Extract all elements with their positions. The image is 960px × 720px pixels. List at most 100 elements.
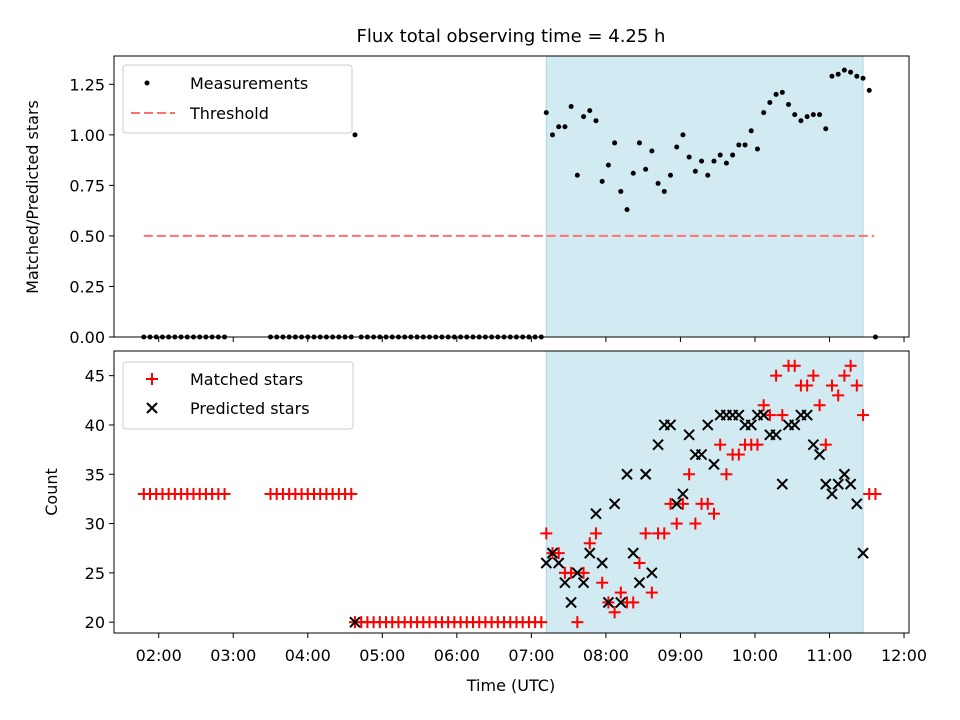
matched-star-point xyxy=(776,409,789,422)
predicted-star-point xyxy=(857,547,869,559)
top-x-ticks xyxy=(158,337,905,342)
measurement-point xyxy=(680,132,686,138)
predicted-star-point xyxy=(584,547,596,559)
measurement-point xyxy=(773,91,779,97)
y-tick-label: 30 xyxy=(85,515,105,534)
predicted-star-point xyxy=(801,409,813,421)
matched-star-point xyxy=(844,359,857,372)
x-tick-label: 04:00 xyxy=(285,646,331,665)
matched-star-point xyxy=(583,537,596,550)
legend-measurements-marker xyxy=(144,80,150,86)
top-legend: Measurements Threshold xyxy=(122,64,353,134)
matched-star-point xyxy=(627,596,640,609)
matched-star-point xyxy=(788,359,801,372)
matched-star-point xyxy=(757,399,770,412)
predicted-star-point xyxy=(602,596,615,609)
matched-star-point xyxy=(565,566,578,579)
top-axes-frame xyxy=(113,55,910,338)
matched-star-point xyxy=(701,497,714,510)
measurement-point xyxy=(854,73,860,79)
matched-star-point xyxy=(552,547,565,560)
top-panel: 0.00 0.25 0.50 0.75 1.00 1.25 Matched/Predict… xyxy=(23,55,910,347)
predicted-star-point xyxy=(708,458,720,471)
observing-span-shade-top xyxy=(545,55,864,338)
top-legend-box xyxy=(122,64,353,134)
measurement-point xyxy=(686,154,692,160)
matched-star-point xyxy=(869,487,882,500)
matched-star-point xyxy=(664,497,677,510)
legend-threshold-label: Threshold xyxy=(189,104,269,123)
top-y-axis-label: Matched/Predicted stars xyxy=(23,100,42,294)
matched-star-point xyxy=(813,399,826,412)
predicted-star-point xyxy=(851,498,863,510)
y-tick-label: 1.00 xyxy=(69,126,105,145)
legend-measurements-label: Measurements xyxy=(190,74,308,93)
matched-star-point xyxy=(825,379,838,392)
measurement-point xyxy=(804,114,810,120)
observing-span-shade-bottom xyxy=(545,350,864,634)
predicted-star-point xyxy=(820,478,832,490)
measurement-point xyxy=(661,188,667,194)
measurement-point xyxy=(823,126,829,132)
measurement-point xyxy=(767,99,773,105)
matched-star-point xyxy=(614,586,627,599)
x-tick-label: 09:00 xyxy=(657,646,703,665)
measurement-point xyxy=(829,73,835,79)
predicted-star-point xyxy=(559,577,571,589)
shaded-span xyxy=(545,55,864,338)
predicted-star-point xyxy=(577,577,590,589)
predicted-star-point xyxy=(770,429,782,441)
measurement-point xyxy=(618,188,624,194)
measurement-point xyxy=(835,71,841,77)
measurement-point xyxy=(798,118,804,124)
predicted-star-point xyxy=(349,616,361,628)
predicted-stars-series xyxy=(349,409,869,628)
measurement-point xyxy=(779,89,785,95)
measurement-point xyxy=(742,142,748,148)
measurement-point xyxy=(705,172,711,178)
measurement-point xyxy=(786,102,792,108)
measurement-point xyxy=(643,166,649,172)
measurement-point xyxy=(593,118,599,124)
measurement-point xyxy=(636,140,642,146)
matched-star-point xyxy=(857,409,870,422)
predicted-star-point xyxy=(813,448,826,461)
measurement-point xyxy=(848,69,854,75)
y-tick-label: 35 xyxy=(85,465,105,484)
matched-star-point xyxy=(707,507,720,520)
y-tick-label: 0.50 xyxy=(69,227,105,246)
measurement-point xyxy=(748,128,754,134)
measurement-point xyxy=(605,162,611,168)
y-tick-label: 45 xyxy=(85,367,105,386)
predicted-star-point xyxy=(683,429,695,441)
measurement-point xyxy=(761,110,767,116)
bottom-panel: 20 25 30 35 40 45 02:00 03:00 04:00 05:00 06:00 07… xyxy=(42,350,927,695)
predicted-star-point xyxy=(733,409,745,421)
predicted-star-point xyxy=(596,557,608,569)
predicted-star-point xyxy=(807,438,820,451)
x-tick-label: 02:00 xyxy=(136,646,182,665)
predicted-star-point xyxy=(646,567,658,579)
y-tick-label: 0.75 xyxy=(69,176,105,195)
matched-star-point xyxy=(732,448,745,461)
predicted-star-point xyxy=(565,596,577,609)
measurement-point xyxy=(866,87,872,93)
y-tick-label: 1.25 xyxy=(69,75,105,94)
measurement-point xyxy=(730,152,736,158)
matched-star-point xyxy=(770,369,783,382)
matched-star-point xyxy=(589,527,602,540)
predicted-star-point xyxy=(615,596,627,609)
y-tick-label: 0.00 xyxy=(69,328,105,347)
legend-matched-label: Matched stars xyxy=(190,370,303,389)
measurement-point xyxy=(754,146,760,152)
legend-predicted-marker xyxy=(146,402,158,414)
matched-star-point xyxy=(819,438,832,451)
measurement-point xyxy=(630,170,636,176)
matched-star-point xyxy=(676,497,689,510)
matched-star-point xyxy=(801,379,814,392)
matched-star-point xyxy=(689,517,702,530)
bottom-x-ticks: 02:00 03:00 04:00 05:00 06:00 07:00 08:00 09:00… xyxy=(136,633,927,665)
matched-star-point xyxy=(577,566,590,579)
bottom-y-axis-label: Count xyxy=(42,468,61,516)
matched-star-point xyxy=(645,586,658,599)
